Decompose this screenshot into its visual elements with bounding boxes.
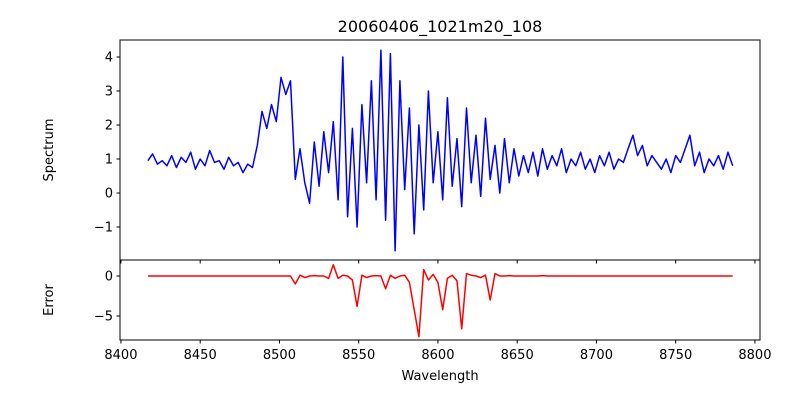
y-tick-label: 0 <box>105 187 113 202</box>
y-tick-label: 4 <box>105 51 113 66</box>
x-tick-label: 8650 <box>501 348 534 363</box>
x-tick-label: 8750 <box>659 348 692 363</box>
x-tick-label: 8550 <box>342 348 375 363</box>
error-axes: −5 0 8400 8450 8500 8550 8600 8650 8700 8750 8800 <box>94 259 771 363</box>
x-axis-label: Wavelength <box>401 369 478 384</box>
spectrum-ylabel: Spectrum <box>42 119 57 182</box>
axes-frame <box>119 259 761 341</box>
spectrum-axes: −1 0 1 2 3 4 <box>94 39 761 264</box>
x-tick-label: 8800 <box>738 348 771 363</box>
x-tick-label: 8700 <box>580 348 613 363</box>
x-tick-label: 8600 <box>421 348 454 363</box>
y-tick-label: 0 <box>105 270 113 285</box>
y-tick-label: 3 <box>105 85 113 100</box>
y-tick-label: 1 <box>105 153 113 168</box>
error-ylabel: Error <box>42 284 57 316</box>
axes-frame <box>119 39 761 261</box>
y-tick-label: 2 <box>105 119 113 134</box>
spectrum-series-line <box>147 49 734 252</box>
chart-title: 20060406_1021m20_108 <box>338 17 543 37</box>
y-tick-label: −5 <box>94 310 113 325</box>
x-tick-label: 8500 <box>263 348 296 363</box>
y-tick-label: −1 <box>94 221 113 236</box>
error-series-line <box>147 264 733 338</box>
x-tick-label: 8400 <box>104 348 137 363</box>
x-tick-label: 8450 <box>184 348 217 363</box>
